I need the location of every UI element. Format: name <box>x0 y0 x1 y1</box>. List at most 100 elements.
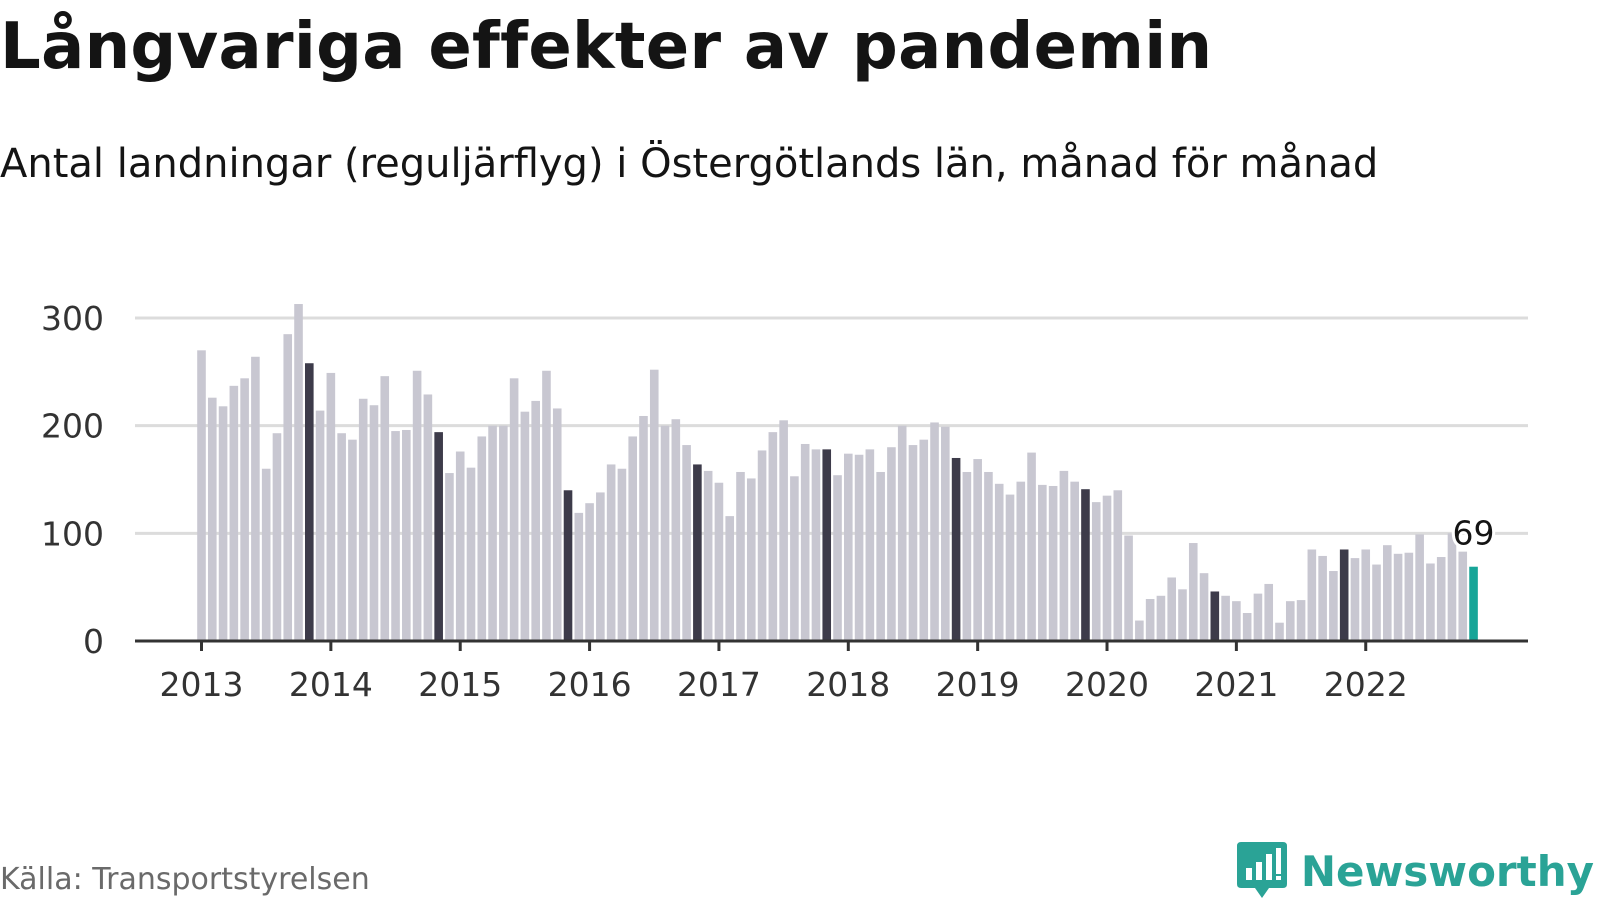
bar-chart: 0 100 200 300 69 2013 2014 2015 2016 2017 2018 2019… <box>41 299 1528 704</box>
bar <box>1210 591 1220 641</box>
bar <box>865 449 875 641</box>
source-note: Källa: Transportstyrelsen <box>0 862 370 897</box>
brand-logo: Newsworthy <box>1235 840 1594 902</box>
bar <box>714 482 724 641</box>
bar <box>682 445 691 641</box>
bar <box>660 425 670 641</box>
bar <box>1113 490 1123 641</box>
bar <box>1005 494 1015 641</box>
bar <box>908 445 918 641</box>
bar <box>1178 589 1187 641</box>
bar <box>197 350 206 641</box>
bar <box>1404 552 1414 641</box>
bar <box>833 475 842 641</box>
bar <box>596 492 605 641</box>
bar <box>1329 571 1338 641</box>
bar <box>1458 551 1468 641</box>
bar <box>348 439 357 641</box>
x-tick-label: 2017 <box>677 665 761 704</box>
bar <box>800 443 810 641</box>
bar <box>380 376 390 641</box>
bar <box>1038 484 1047 641</box>
bar <box>951 457 961 641</box>
bar <box>434 432 443 641</box>
bar <box>229 385 239 641</box>
bar <box>574 512 584 641</box>
bar <box>294 304 303 641</box>
bar <box>1016 481 1026 641</box>
bar <box>1232 601 1241 641</box>
bar <box>736 471 745 641</box>
bar <box>499 425 508 641</box>
bar <box>1393 553 1403 641</box>
bar <box>1135 620 1144 641</box>
bar <box>606 464 616 641</box>
bar <box>1048 485 1058 641</box>
bar <box>994 483 1004 641</box>
bar <box>984 471 993 641</box>
bar <box>563 490 573 641</box>
chart-subtitle: Antal landningar (reguljärflyg) i Österg… <box>0 141 1379 187</box>
bar <box>391 431 400 641</box>
bar <box>1426 563 1435 641</box>
bar <box>1059 470 1069 641</box>
bar <box>757 450 767 641</box>
bar <box>811 449 821 641</box>
bar <box>1124 535 1133 641</box>
chart-bubble-icon <box>1236 842 1287 898</box>
bar <box>1253 593 1263 641</box>
bar <box>1350 558 1360 641</box>
bar <box>1242 613 1252 641</box>
bar <box>962 471 972 641</box>
bar <box>488 425 497 641</box>
bar <box>1296 600 1306 641</box>
bar <box>876 471 885 641</box>
brand-name: Newsworthy <box>1300 846 1594 896</box>
bar <box>897 425 907 641</box>
bar <box>445 473 454 641</box>
bar <box>531 400 540 641</box>
bar <box>1070 481 1079 641</box>
bar <box>1156 595 1166 641</box>
bar <box>617 468 627 641</box>
bar <box>844 453 853 641</box>
bar <box>854 454 864 641</box>
bar <box>369 405 379 641</box>
bar <box>552 408 562 641</box>
bar <box>509 378 519 641</box>
bar <box>822 449 832 641</box>
bar <box>412 370 422 641</box>
x-tick-label: 2018 <box>806 665 890 704</box>
bar <box>941 426 950 641</box>
x-tick-label: 2020 <box>1065 665 1149 704</box>
y-tick-label: 100 <box>41 514 104 553</box>
bar <box>887 447 896 641</box>
bar <box>1383 545 1392 641</box>
bar <box>1275 622 1284 641</box>
bars <box>197 304 1478 641</box>
bar <box>649 369 659 641</box>
bar <box>1318 555 1327 641</box>
bar <box>693 464 702 641</box>
bar <box>1361 549 1371 641</box>
bar <box>746 478 756 641</box>
bar <box>1199 573 1209 641</box>
x-tick-label: 2015 <box>418 665 502 704</box>
x-tick-label: 2019 <box>936 665 1020 704</box>
bar <box>1447 533 1457 641</box>
bar <box>305 363 314 641</box>
y-tick-label: 200 <box>41 407 104 446</box>
bar <box>455 451 465 641</box>
bar <box>283 334 293 641</box>
x-tick-label: 2021 <box>1194 665 1278 704</box>
y-tick-label: 300 <box>41 299 104 338</box>
bar <box>1415 534 1424 641</box>
bar <box>1102 495 1112 641</box>
bar <box>1091 502 1101 641</box>
bar <box>585 503 594 641</box>
bar <box>768 432 778 641</box>
bar <box>1307 549 1317 641</box>
chart-title: Långvariga effekter av pandemin <box>0 10 1213 84</box>
bar <box>1436 557 1446 641</box>
bar <box>251 356 260 641</box>
